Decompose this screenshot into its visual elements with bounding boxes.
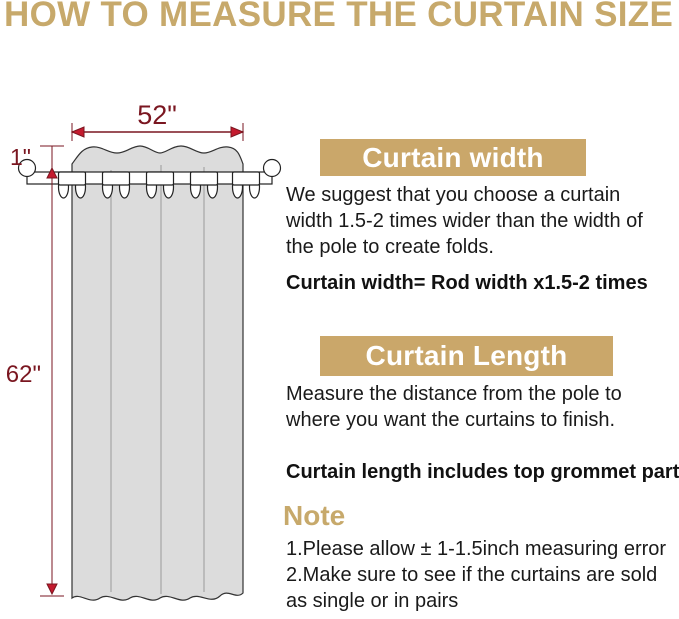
svg-text:52": 52" [137, 100, 177, 130]
svg-text:62": 62" [6, 361, 41, 388]
svg-text:1": 1" [10, 144, 31, 170]
